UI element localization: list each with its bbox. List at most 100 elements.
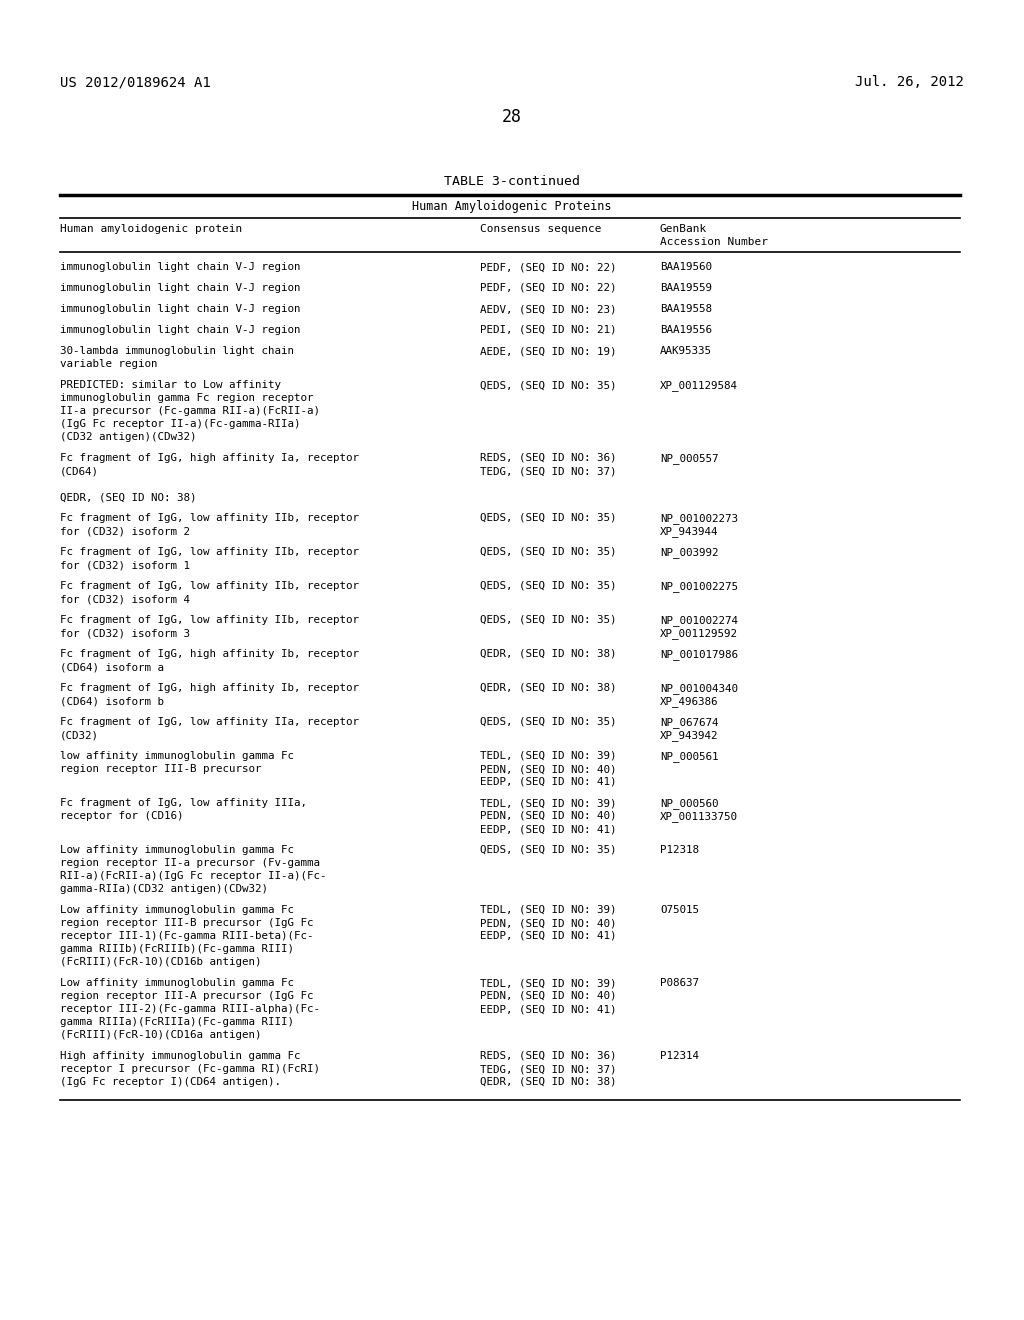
Text: (CD64) isoform a: (CD64) isoform a	[60, 663, 164, 672]
Text: NP_001002275: NP_001002275	[660, 581, 738, 591]
Text: (CD64) isoform b: (CD64) isoform b	[60, 696, 164, 706]
Text: (IgG Fc receptor II-a)(Fc-gamma-RIIa): (IgG Fc receptor II-a)(Fc-gamma-RIIa)	[60, 418, 300, 429]
Text: NP_001004340: NP_001004340	[660, 682, 738, 694]
Text: BAA19556: BAA19556	[660, 325, 712, 335]
Text: immunoglobulin gamma Fc region receptor: immunoglobulin gamma Fc region receptor	[60, 393, 313, 403]
Text: Fc fragment of IgG, low affinity IIIa,: Fc fragment of IgG, low affinity IIIa,	[60, 799, 307, 808]
Text: (CD64): (CD64)	[60, 466, 99, 477]
Text: Jul. 26, 2012: Jul. 26, 2012	[855, 75, 964, 88]
Text: gamma RIIIa)(FcRIIIa)(Fc-gamma RIII): gamma RIIIa)(FcRIIIa)(Fc-gamma RIII)	[60, 1016, 294, 1027]
Text: Fc fragment of IgG, low affinity IIb, receptor: Fc fragment of IgG, low affinity IIb, re…	[60, 546, 359, 557]
Text: XP_943942: XP_943942	[660, 730, 719, 741]
Text: PEDF, (SEQ ID NO: 22): PEDF, (SEQ ID NO: 22)	[480, 282, 616, 293]
Text: Low affinity immunoglobulin gamma Fc: Low affinity immunoglobulin gamma Fc	[60, 906, 294, 915]
Text: 30-lambda immunoglobulin light chain: 30-lambda immunoglobulin light chain	[60, 346, 294, 356]
Text: XP_001129592: XP_001129592	[660, 628, 738, 639]
Text: PREDICTED: similar to Low affinity: PREDICTED: similar to Low affinity	[60, 380, 281, 389]
Text: (FcRIII)(FcR-10)(CD16b antigen): (FcRIII)(FcR-10)(CD16b antigen)	[60, 957, 261, 968]
Text: REDS, (SEQ ID NO: 36): REDS, (SEQ ID NO: 36)	[480, 453, 616, 463]
Text: XP_943944: XP_943944	[660, 525, 719, 537]
Text: Consensus sequence: Consensus sequence	[480, 224, 601, 234]
Text: EEDP, (SEQ ID NO: 41): EEDP, (SEQ ID NO: 41)	[480, 931, 616, 941]
Text: P12314: P12314	[660, 1051, 699, 1061]
Text: Fc fragment of IgG, low affinity IIb, receptor: Fc fragment of IgG, low affinity IIb, re…	[60, 513, 359, 523]
Text: TEDL, (SEQ ID NO: 39): TEDL, (SEQ ID NO: 39)	[480, 978, 616, 987]
Text: PEDN, (SEQ ID NO: 40): PEDN, (SEQ ID NO: 40)	[480, 991, 616, 1001]
Text: TEDL, (SEQ ID NO: 39): TEDL, (SEQ ID NO: 39)	[480, 751, 616, 762]
Text: low affinity immunoglobulin gamma Fc: low affinity immunoglobulin gamma Fc	[60, 751, 294, 762]
Text: Low affinity immunoglobulin gamma Fc: Low affinity immunoglobulin gamma Fc	[60, 978, 294, 987]
Text: NP_001002274: NP_001002274	[660, 615, 738, 626]
Text: EEDP, (SEQ ID NO: 41): EEDP, (SEQ ID NO: 41)	[480, 824, 616, 834]
Text: receptor III-1)(Fc-gamma RIII-beta)(Fc-: receptor III-1)(Fc-gamma RIII-beta)(Fc-	[60, 931, 313, 941]
Text: (CD32 antigen)(CDw32): (CD32 antigen)(CDw32)	[60, 432, 197, 442]
Text: RII-a)(FcRII-a)(IgG Fc receptor II-a)(Fc-: RII-a)(FcRII-a)(IgG Fc receptor II-a)(Fc…	[60, 871, 327, 880]
Text: PEDF, (SEQ ID NO: 22): PEDF, (SEQ ID NO: 22)	[480, 261, 616, 272]
Text: TEDG, (SEQ ID NO: 37): TEDG, (SEQ ID NO: 37)	[480, 1064, 616, 1074]
Text: region receptor II-a precursor (Fv-gamma: region receptor II-a precursor (Fv-gamma	[60, 858, 319, 869]
Text: QEDR, (SEQ ID NO: 38): QEDR, (SEQ ID NO: 38)	[480, 682, 616, 693]
Text: receptor III-2)(Fc-gamma RIII-alpha)(Fc-: receptor III-2)(Fc-gamma RIII-alpha)(Fc-	[60, 1005, 319, 1014]
Text: QEDS, (SEQ ID NO: 35): QEDS, (SEQ ID NO: 35)	[480, 845, 616, 855]
Text: QEDS, (SEQ ID NO: 35): QEDS, (SEQ ID NO: 35)	[480, 546, 616, 557]
Text: NP_000560: NP_000560	[660, 799, 719, 809]
Text: EEDP, (SEQ ID NO: 41): EEDP, (SEQ ID NO: 41)	[480, 1005, 616, 1014]
Text: Accession Number: Accession Number	[660, 238, 768, 247]
Text: immunoglobulin light chain V-J region: immunoglobulin light chain V-J region	[60, 304, 300, 314]
Text: PEDN, (SEQ ID NO: 40): PEDN, (SEQ ID NO: 40)	[480, 810, 616, 821]
Text: QEDR, (SEQ ID NO: 38): QEDR, (SEQ ID NO: 38)	[60, 492, 197, 502]
Text: immunoglobulin light chain V-J region: immunoglobulin light chain V-J region	[60, 261, 300, 272]
Text: BAA19560: BAA19560	[660, 261, 712, 272]
Text: GenBank: GenBank	[660, 224, 708, 234]
Text: BAA19559: BAA19559	[660, 282, 712, 293]
Text: NP_000557: NP_000557	[660, 453, 719, 463]
Text: (IgG Fc receptor I)(CD64 antigen).: (IgG Fc receptor I)(CD64 antigen).	[60, 1077, 281, 1086]
Text: QEDS, (SEQ ID NO: 35): QEDS, (SEQ ID NO: 35)	[480, 717, 616, 727]
Text: region receptor III-B precursor: region receptor III-B precursor	[60, 764, 261, 774]
Text: QEDR, (SEQ ID NO: 38): QEDR, (SEQ ID NO: 38)	[480, 649, 616, 659]
Text: for (CD32) isoform 3: for (CD32) isoform 3	[60, 628, 190, 638]
Text: QEDS, (SEQ ID NO: 35): QEDS, (SEQ ID NO: 35)	[480, 615, 616, 624]
Text: AAK95335: AAK95335	[660, 346, 712, 356]
Text: TEDL, (SEQ ID NO: 39): TEDL, (SEQ ID NO: 39)	[480, 906, 616, 915]
Text: immunoglobulin light chain V-J region: immunoglobulin light chain V-J region	[60, 282, 300, 293]
Text: region receptor III-A precursor (IgG Fc: region receptor III-A precursor (IgG Fc	[60, 991, 313, 1001]
Text: Fc fragment of IgG, low affinity IIa, receptor: Fc fragment of IgG, low affinity IIa, re…	[60, 717, 359, 727]
Text: region receptor III-B precursor (IgG Fc: region receptor III-B precursor (IgG Fc	[60, 917, 313, 928]
Text: receptor I precursor (Fc-gamma RI)(FcRI): receptor I precursor (Fc-gamma RI)(FcRI)	[60, 1064, 319, 1074]
Text: Fc fragment of IgG, high affinity Ib, receptor: Fc fragment of IgG, high affinity Ib, re…	[60, 649, 359, 659]
Text: PEDN, (SEQ ID NO: 40): PEDN, (SEQ ID NO: 40)	[480, 917, 616, 928]
Text: EEDP, (SEQ ID NO: 41): EEDP, (SEQ ID NO: 41)	[480, 777, 616, 787]
Text: QEDS, (SEQ ID NO: 35): QEDS, (SEQ ID NO: 35)	[480, 581, 616, 591]
Text: NP_003992: NP_003992	[660, 546, 719, 558]
Text: Low affinity immunoglobulin gamma Fc: Low affinity immunoglobulin gamma Fc	[60, 845, 294, 855]
Text: immunoglobulin light chain V-J region: immunoglobulin light chain V-J region	[60, 325, 300, 335]
Text: NP_000561: NP_000561	[660, 751, 719, 762]
Text: Human Amyloidogenic Proteins: Human Amyloidogenic Proteins	[413, 201, 611, 213]
Text: High affinity immunoglobulin gamma Fc: High affinity immunoglobulin gamma Fc	[60, 1051, 300, 1061]
Text: Fc fragment of IgG, low affinity IIb, receptor: Fc fragment of IgG, low affinity IIb, re…	[60, 615, 359, 624]
Text: PEDI, (SEQ ID NO: 21): PEDI, (SEQ ID NO: 21)	[480, 325, 616, 335]
Text: Fc fragment of IgG, high affinity Ib, receptor: Fc fragment of IgG, high affinity Ib, re…	[60, 682, 359, 693]
Text: gamma-RIIa)(CD32 antigen)(CDw32): gamma-RIIa)(CD32 antigen)(CDw32)	[60, 884, 268, 894]
Text: Fc fragment of IgG, low affinity IIb, receptor: Fc fragment of IgG, low affinity IIb, re…	[60, 581, 359, 591]
Text: XP_496386: XP_496386	[660, 696, 719, 708]
Text: BAA19558: BAA19558	[660, 304, 712, 314]
Text: REDS, (SEQ ID NO: 36): REDS, (SEQ ID NO: 36)	[480, 1051, 616, 1061]
Text: TEDL, (SEQ ID NO: 39): TEDL, (SEQ ID NO: 39)	[480, 799, 616, 808]
Text: NP_067674: NP_067674	[660, 717, 719, 727]
Text: for (CD32) isoform 2: for (CD32) isoform 2	[60, 525, 190, 536]
Text: TEDG, (SEQ ID NO: 37): TEDG, (SEQ ID NO: 37)	[480, 466, 616, 477]
Text: gamma RIIIb)(FcRIIIb)(Fc-gamma RIII): gamma RIIIb)(FcRIIIb)(Fc-gamma RIII)	[60, 944, 294, 954]
Text: for (CD32) isoform 1: for (CD32) isoform 1	[60, 560, 190, 570]
Text: PEDN, (SEQ ID NO: 40): PEDN, (SEQ ID NO: 40)	[480, 764, 616, 774]
Text: P12318: P12318	[660, 845, 699, 855]
Text: O75015: O75015	[660, 906, 699, 915]
Text: Human amyloidogenic protein: Human amyloidogenic protein	[60, 224, 243, 234]
Text: (CD32): (CD32)	[60, 730, 99, 741]
Text: NP_001002273: NP_001002273	[660, 513, 738, 524]
Text: AEDE, (SEQ ID NO: 19): AEDE, (SEQ ID NO: 19)	[480, 346, 616, 356]
Text: XP_001129584: XP_001129584	[660, 380, 738, 391]
Text: QEDR, (SEQ ID NO: 38): QEDR, (SEQ ID NO: 38)	[480, 1077, 616, 1086]
Text: 28: 28	[502, 108, 522, 125]
